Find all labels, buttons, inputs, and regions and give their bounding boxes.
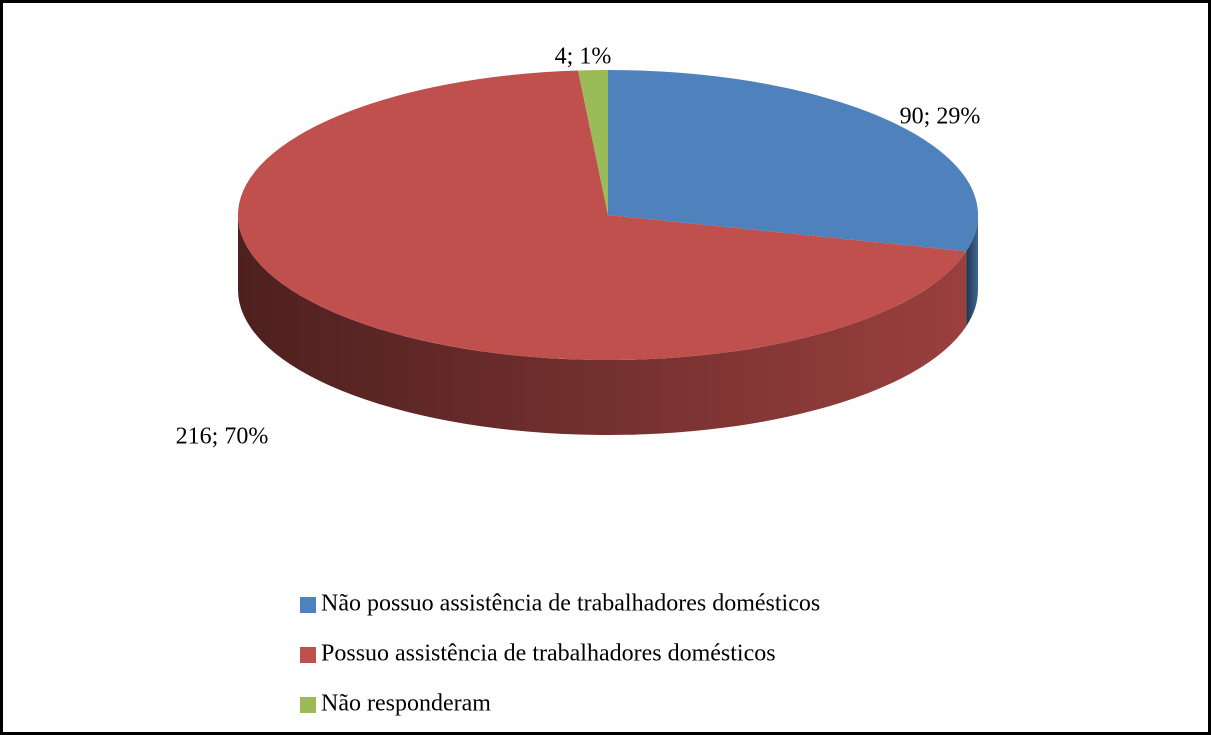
legend-swatch bbox=[300, 597, 316, 613]
data-label: 216; 70% bbox=[176, 424, 269, 450]
legend-swatch bbox=[300, 647, 316, 663]
slice bbox=[578, 70, 608, 215]
data-label: 4; 1% bbox=[555, 44, 612, 70]
slice bbox=[608, 70, 978, 252]
slice-side bbox=[966, 215, 978, 327]
slice bbox=[238, 70, 967, 361]
legend-label: Não responderam bbox=[321, 691, 491, 717]
legend-swatch bbox=[300, 697, 316, 713]
legend-label: Possuo assistência de trabalhadores domé… bbox=[321, 641, 776, 667]
legend-label: Não possuo assistência de trabalhadores … bbox=[321, 591, 820, 617]
slice-side bbox=[238, 215, 967, 435]
data-label: 90; 29% bbox=[900, 104, 981, 130]
